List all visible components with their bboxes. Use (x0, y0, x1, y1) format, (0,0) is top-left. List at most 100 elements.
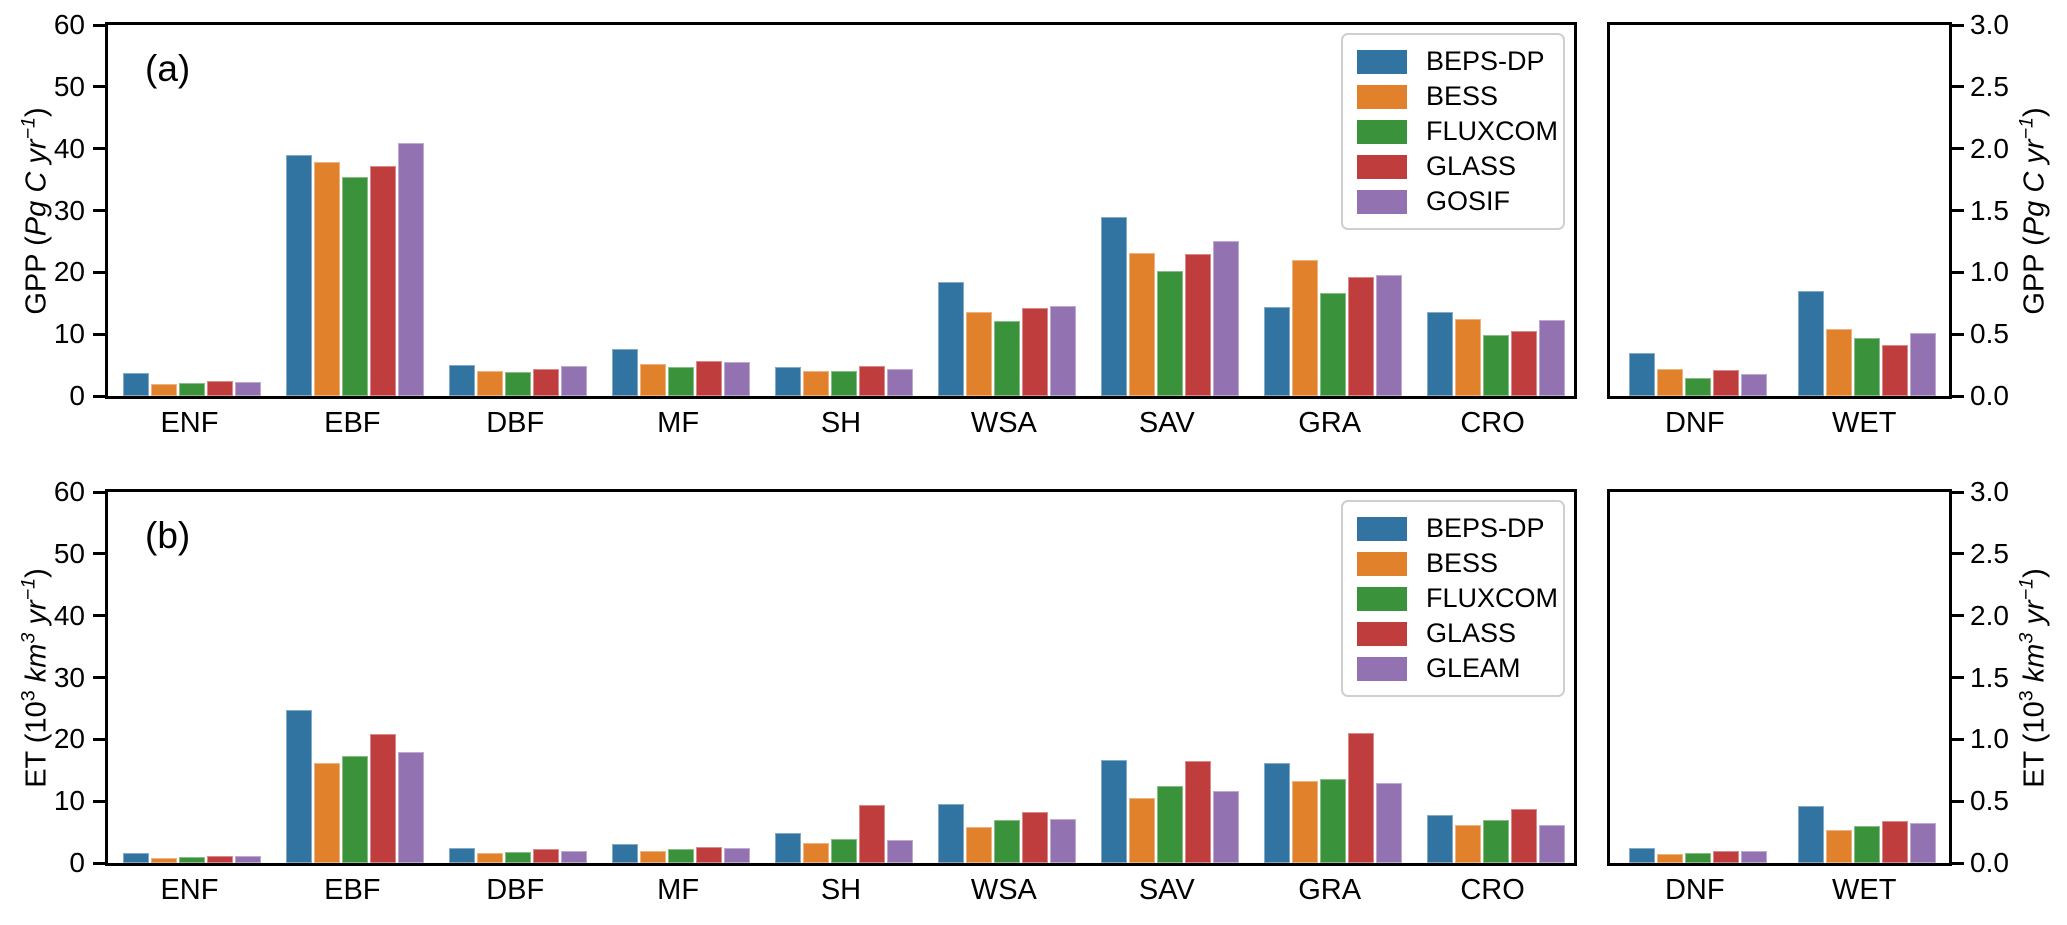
bar-fluxcom-dnf (1684, 377, 1711, 396)
bar-fluxcom-sav (1156, 271, 1183, 396)
bar-glass-dbf (533, 369, 560, 396)
bar-fluxcom-wet (1854, 825, 1881, 863)
axis-label-token: Pg C yr (20, 139, 53, 236)
legend-label-bess: BESS (1426, 548, 1499, 578)
secondary-y-tick-label: 0.0 (1970, 847, 2009, 878)
secondary-y-tick-mark (1952, 23, 1964, 27)
bar-beps-dp-enf (123, 853, 150, 863)
axis-label-token: ) (20, 106, 53, 117)
y-tick-label: 40 (53, 599, 85, 631)
bar-beps-dp-ebf (286, 154, 313, 396)
bar-glass-dnf (1712, 850, 1739, 863)
bar-fluxcom-gra (1319, 778, 1346, 863)
y-tick-label: 40 (53, 132, 85, 164)
secondary-y-tick-mark (1952, 676, 1964, 679)
axis-label-token: Pg C yr (2018, 139, 2051, 236)
bar-gleam-sh (887, 840, 913, 863)
y-tick-mark (93, 614, 105, 618)
secondary-y-tick-mark (1952, 799, 1964, 803)
secondary-y-tick-label: 0.0 (1970, 380, 2009, 411)
axis-label-token: km (2018, 643, 2051, 682)
panel-a-y-axis-label: GPP (Pg C yr−1) (17, 106, 56, 314)
y-tick-label: 50 (53, 70, 85, 102)
bar-fluxcom-ebf (342, 756, 369, 863)
bar-bess-cro (1454, 824, 1481, 863)
secondary-y-tick-label: 2.5 (1970, 537, 2009, 569)
panel-b-secondary-y-axis-label: ET (103 km3 yr−1) (2016, 567, 2054, 788)
bar-fluxcom-sav (1156, 786, 1183, 863)
panel-b-label: (b) (145, 515, 191, 556)
axis-label-token: 3 (17, 632, 40, 644)
axis-label-token: yr (20, 599, 53, 625)
legend-swatch-fluxcom (1357, 119, 1407, 144)
legend-swatch-gleam (1357, 656, 1407, 681)
axis-label-token: ) (2018, 106, 2051, 117)
bar-glass-cro (1510, 330, 1537, 396)
axis-label-token (21, 682, 53, 690)
x-tick-label: DNF (1664, 874, 1725, 906)
axis-label-token (21, 624, 53, 632)
axis-label-token: −1 (17, 116, 40, 140)
bar-gosif-sav (1212, 240, 1239, 396)
bar-glass-cro (1510, 808, 1537, 863)
bar-bess-sav (1128, 253, 1155, 396)
bar-bess-wet (1826, 329, 1853, 396)
axis-label-token: ) (20, 567, 53, 578)
secondary-y-tick-mark (1952, 490, 1964, 494)
bar-beps-dp-sav (1100, 760, 1127, 863)
secondary-y-tick-label: 3.0 (1970, 9, 2009, 40)
axis-label-token: ) (2018, 567, 2051, 578)
bar-beps-dp-dnf (1628, 848, 1655, 863)
bar-fluxcom-wsa (993, 820, 1020, 863)
bar-glass-gra (1347, 277, 1374, 396)
x-tick-label: WET (1832, 407, 1897, 439)
legend-swatch-glass (1357, 154, 1407, 179)
x-tick-label: WSA (970, 407, 1037, 439)
bar-fluxcom-cro (1482, 820, 1509, 863)
bar-glass-sav (1184, 761, 1211, 863)
axis-label-token: 3 (17, 689, 40, 701)
bar-glass-sh (859, 804, 885, 863)
y-tick-label: 60 (53, 9, 85, 40)
bar-gosif-enf (235, 382, 262, 396)
panel-a-label: (a) (145, 48, 191, 89)
y-tick-label: 10 (53, 318, 85, 350)
axis-label-token: −1 (17, 577, 40, 600)
secondary-y-tick-mark (1952, 85, 1964, 89)
bar-bess-enf (151, 383, 178, 396)
legend-label-fluxcom: FLUXCOM (1426, 583, 1559, 613)
y-tick-mark (93, 23, 105, 27)
bar-glass-enf (207, 856, 234, 863)
y-tick-mark (93, 147, 105, 151)
y-tick-mark (93, 394, 105, 398)
secondary-y-tick-mark (1952, 737, 1964, 741)
bar-fluxcom-sh (831, 371, 857, 396)
legend-entry-fluxcom: FLUXCOM (1357, 581, 1558, 616)
bar-glass-wsa (1021, 308, 1048, 396)
axis-label-token (2019, 682, 2051, 690)
bar-gleam-wsa (1049, 819, 1076, 863)
bar-bess-dbf (477, 853, 504, 863)
axis-label-token: yr (2018, 599, 2051, 625)
bar-bess-gra (1291, 260, 1318, 396)
legend-label-gleam: GLEAM (1426, 653, 1521, 683)
y-tick-label: 60 (53, 476, 85, 507)
secondary-y-tick-mark (1952, 147, 1964, 151)
bar-bess-ebf (314, 763, 341, 863)
secondary-y-tick-mark (1952, 270, 1964, 274)
bar-beps-dp-gra (1263, 763, 1290, 863)
secondary-y-tick-mark (1952, 209, 1964, 212)
bar-beps-dp-mf (612, 843, 639, 863)
secondary-y-tick-mark (1952, 552, 1964, 556)
bar-beps-dp-cro (1426, 814, 1453, 863)
legend-entry-beps-dp: BEPS-DP (1357, 511, 1549, 546)
bar-fluxcom-dnf (1684, 853, 1711, 863)
legend-label-fluxcom: FLUXCOM (1426, 116, 1559, 146)
legend-entry-gosif: GOSIF (1357, 184, 1549, 219)
bar-beps-dp-enf (123, 373, 150, 396)
panel-a-main-axes (105, 22, 1577, 399)
legend-entry-bess: BESS (1357, 546, 1549, 581)
x-tick-label: SAV (1138, 874, 1195, 906)
bar-glass-gra (1347, 733, 1374, 863)
bar-bess-ebf (314, 162, 341, 396)
